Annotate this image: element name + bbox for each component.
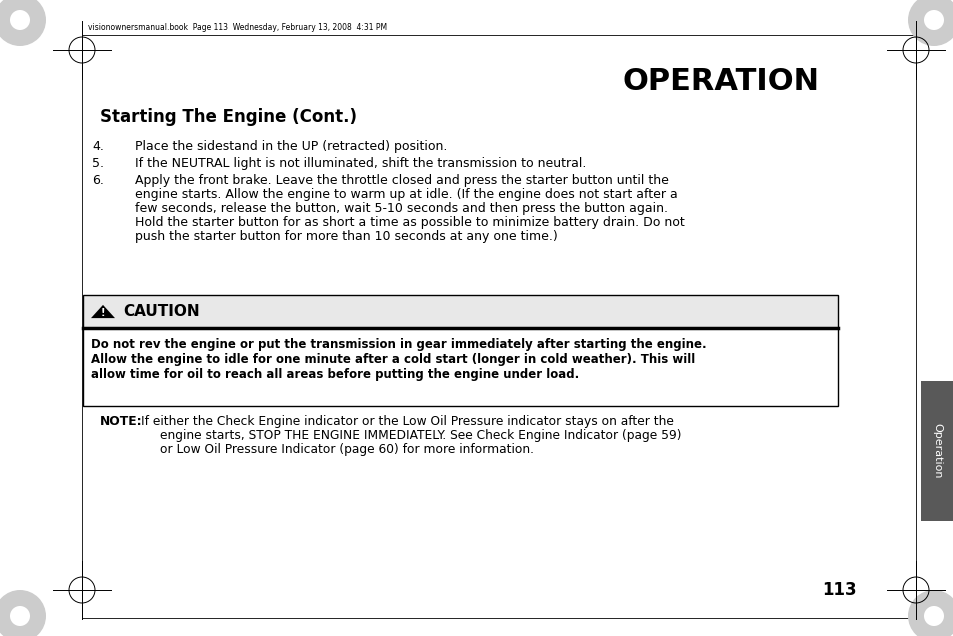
Circle shape bbox=[0, 0, 46, 46]
Text: Do not rev the engine or put the transmission in gear immediately after starting: Do not rev the engine or put the transmi… bbox=[91, 338, 706, 351]
Text: 113: 113 bbox=[821, 581, 857, 599]
Text: CAUTION: CAUTION bbox=[123, 304, 199, 319]
Circle shape bbox=[923, 606, 943, 626]
Text: !: ! bbox=[101, 308, 105, 317]
Text: If the NEUTRAL light is not illuminated, shift the transmission to neutral.: If the NEUTRAL light is not illuminated,… bbox=[135, 157, 586, 170]
Text: 4.: 4. bbox=[92, 140, 104, 153]
Text: 6.: 6. bbox=[92, 174, 104, 187]
Circle shape bbox=[923, 10, 943, 30]
Circle shape bbox=[10, 606, 30, 626]
Text: engine starts, STOP THE ENGINE IMMEDIATELY. See Check Engine Indicator (page 59): engine starts, STOP THE ENGINE IMMEDIATE… bbox=[160, 429, 680, 442]
Circle shape bbox=[0, 590, 46, 636]
Text: Allow the engine to idle for one minute after a cold start (longer in cold weath: Allow the engine to idle for one minute … bbox=[91, 353, 695, 366]
Text: or Low Oil Pressure Indicator (page 60) for more information.: or Low Oil Pressure Indicator (page 60) … bbox=[160, 443, 534, 456]
Text: few seconds, release the button, wait 5-10 seconds and then press the button aga: few seconds, release the button, wait 5-… bbox=[135, 202, 667, 215]
Text: Starting The Engine (Cont.): Starting The Engine (Cont.) bbox=[100, 108, 356, 126]
Text: NOTE:: NOTE: bbox=[100, 415, 143, 428]
Circle shape bbox=[10, 10, 30, 30]
Polygon shape bbox=[91, 305, 115, 318]
Text: OPERATION: OPERATION bbox=[622, 67, 820, 97]
Text: Apply the front brake. Leave the throttle closed and press the starter button un: Apply the front brake. Leave the throttl… bbox=[135, 174, 668, 187]
Circle shape bbox=[907, 590, 953, 636]
Text: allow time for oil to reach all areas before putting the engine under load.: allow time for oil to reach all areas be… bbox=[91, 368, 578, 381]
Bar bbox=[920, 381, 953, 521]
Bar bbox=[83, 328, 837, 406]
Text: visionownersmanual.book  Page 113  Wednesday, February 13, 2008  4:31 PM: visionownersmanual.book Page 113 Wednesd… bbox=[88, 22, 387, 32]
Text: Hold the starter button for as short a time as possible to minimize battery drai: Hold the starter button for as short a t… bbox=[135, 216, 684, 229]
Text: engine starts. Allow the engine to warm up at idle. (If the engine does not star: engine starts. Allow the engine to warm … bbox=[135, 188, 677, 201]
Text: 5.: 5. bbox=[91, 157, 104, 170]
Text: Place the sidestand in the UP (retracted) position.: Place the sidestand in the UP (retracted… bbox=[135, 140, 447, 153]
Circle shape bbox=[907, 0, 953, 46]
Bar bbox=[83, 295, 837, 328]
Text: If either the Check Engine indicator or the Low Oil Pressure indicator stays on : If either the Check Engine indicator or … bbox=[141, 415, 673, 428]
Text: Operation: Operation bbox=[931, 423, 942, 479]
Text: push the starter button for more than 10 seconds at any one time.): push the starter button for more than 10… bbox=[135, 230, 558, 243]
